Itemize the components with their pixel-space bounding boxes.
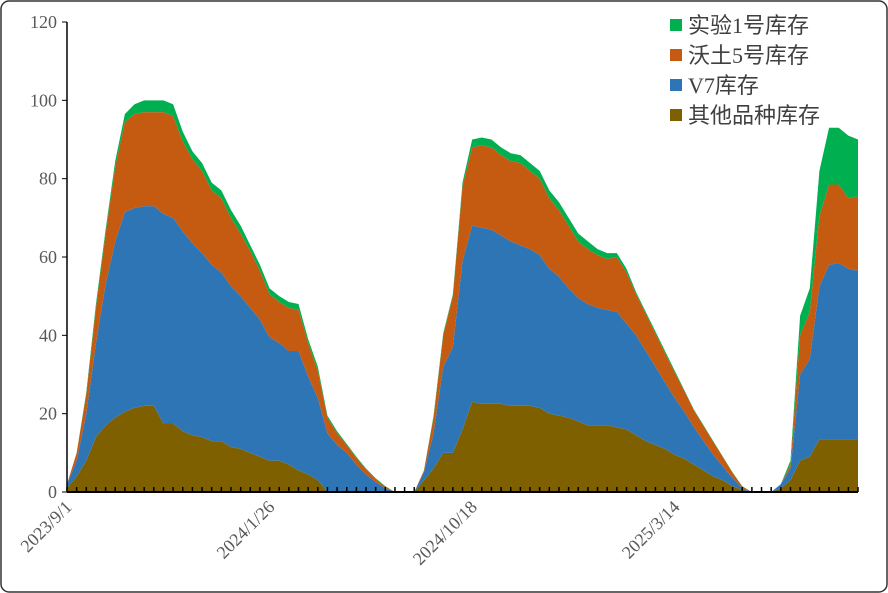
- legend-swatch: [670, 19, 682, 31]
- y-tick-label: 60: [39, 247, 57, 267]
- area: [67, 401, 858, 492]
- legend-label: V7库存: [688, 73, 759, 98]
- legend-swatch: [670, 109, 682, 121]
- y-tick-label: 40: [39, 325, 57, 345]
- y-tick-label: 80: [39, 169, 57, 189]
- legend-swatch: [670, 79, 682, 91]
- legend-label: 实验1号库存: [688, 13, 809, 38]
- legend-label: 沃土5号库存: [688, 43, 809, 68]
- legend-swatch: [670, 49, 682, 61]
- area: [67, 206, 858, 492]
- y-tick-label: 20: [39, 404, 57, 424]
- y-tick-label: 120: [30, 12, 57, 32]
- y-tick-label: 100: [30, 90, 57, 110]
- area: [67, 112, 858, 492]
- y-tick-label: 0: [48, 482, 57, 502]
- legend-label: 其他品种库存: [688, 103, 820, 128]
